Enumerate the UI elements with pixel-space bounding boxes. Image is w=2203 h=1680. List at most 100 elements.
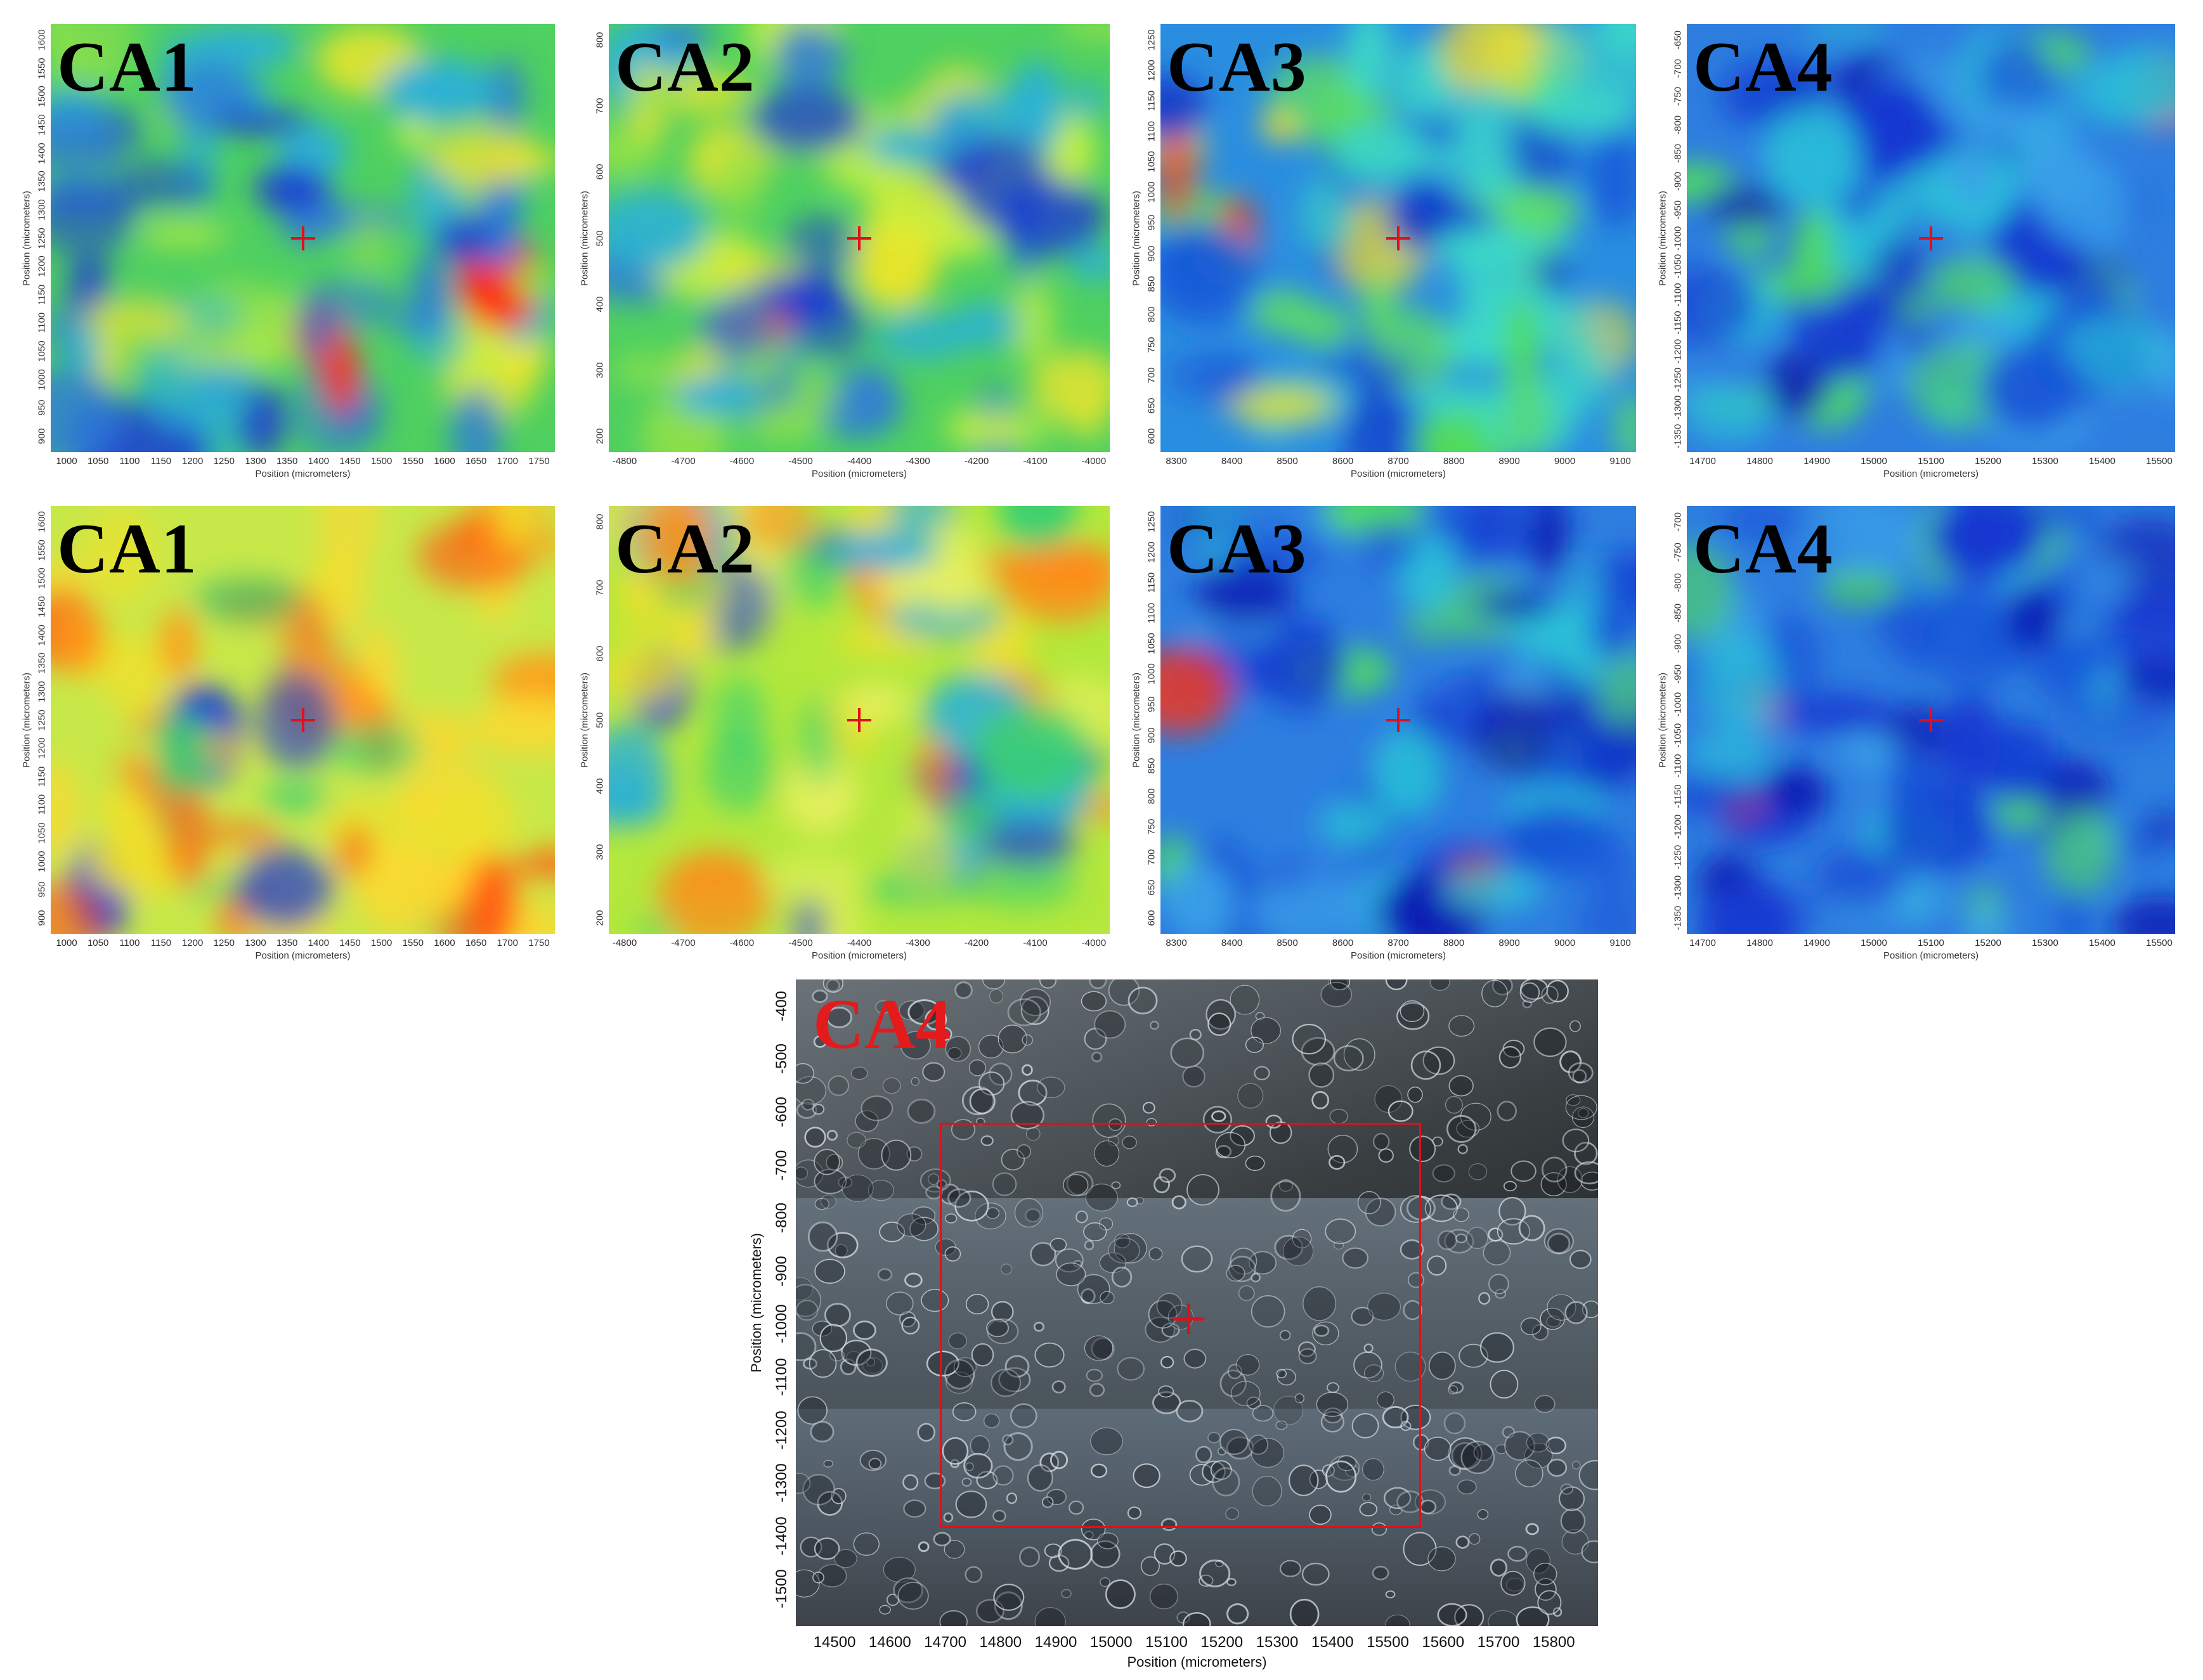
x-tick-label: 1000 — [56, 938, 77, 948]
x-axis-label: Position (micrometers) — [811, 468, 907, 479]
photo-y-tick-label: -500 — [773, 1044, 790, 1075]
bubble — [1394, 1352, 1426, 1382]
y-tick-label: 1400 — [36, 142, 48, 164]
x-tick-label: -4500 — [788, 938, 813, 948]
heat-blob — [1687, 775, 1760, 818]
y-tick-label: 950 — [1146, 696, 1157, 713]
x-tick-label: 14800 — [1746, 456, 1773, 467]
heat-blob — [1071, 82, 1104, 117]
bubble — [1108, 1237, 1140, 1264]
y-tick-label: 1100 — [36, 794, 48, 815]
bubble — [1444, 1229, 1474, 1254]
heat-blob — [611, 354, 678, 388]
bubble — [831, 1488, 847, 1504]
bubble — [1027, 1464, 1054, 1492]
heat-blob — [1819, 572, 1902, 606]
heat-blob — [1341, 382, 1416, 452]
y-tick-label: 1450 — [36, 596, 48, 617]
heat-blob — [1226, 384, 1334, 426]
heat-blob — [876, 312, 971, 361]
bubble — [1488, 1610, 1518, 1626]
bubble — [993, 1584, 1025, 1611]
bubble — [1505, 1577, 1524, 1592]
y-tick-label: 1350 — [36, 171, 48, 192]
bubble — [925, 1009, 947, 1031]
y-tick-label: 1150 — [36, 284, 48, 305]
bubble — [1419, 1499, 1437, 1515]
x-tick-label: 8900 — [1498, 456, 1520, 467]
heat-blob — [1362, 274, 1397, 347]
bubble — [954, 981, 973, 999]
x-tick-label: 15300 — [2032, 456, 2058, 467]
heat-blob — [799, 697, 837, 785]
y-tick-label: 1050 — [1146, 633, 1157, 654]
x-tick-label: 9000 — [1554, 456, 1576, 467]
heat-blob — [1834, 735, 1900, 764]
bubble — [928, 1173, 940, 1185]
y-tick-label: -1100 — [1672, 283, 1684, 307]
bubble — [1230, 1125, 1255, 1146]
bubble — [992, 1172, 1017, 1196]
bubble — [1140, 1556, 1160, 1576]
bubble — [1490, 1558, 1508, 1577]
panel-label: CA2 — [615, 510, 755, 588]
bubble — [1248, 1434, 1269, 1455]
x-tick-label: -4100 — [1023, 938, 1048, 948]
heat-blob — [1587, 128, 1636, 228]
heat-blob — [618, 605, 665, 643]
bubble — [1171, 1195, 1186, 1210]
y-tick-label: 1600 — [36, 29, 48, 51]
bubble — [1316, 1392, 1349, 1417]
bubble — [902, 1474, 919, 1490]
bubble — [1251, 1273, 1261, 1283]
bubble — [903, 1499, 926, 1518]
heat-blob — [192, 576, 304, 622]
bubble — [1020, 988, 1051, 1016]
bubble — [1545, 1315, 1561, 1328]
heat-blob — [68, 323, 101, 378]
bubble — [1207, 1431, 1221, 1444]
y-tick-label: -750 — [1672, 87, 1684, 107]
y-tick-label: 1100 — [36, 313, 48, 333]
y-tick-label: -1350 — [1672, 423, 1684, 449]
bubble — [1359, 1502, 1378, 1517]
bubble — [1427, 1255, 1447, 1276]
bubble — [1569, 1250, 1592, 1269]
heat-blob — [51, 759, 79, 860]
bubble — [1407, 1087, 1423, 1103]
bubble — [1020, 996, 1050, 1025]
heat-blob — [401, 759, 497, 793]
bubble — [801, 1098, 815, 1111]
bubble — [1018, 1546, 1040, 1568]
x-tick-label: 1400 — [308, 456, 330, 467]
bubble — [1114, 1233, 1131, 1248]
bubble — [813, 1035, 827, 1048]
heat-blob — [1803, 506, 1924, 585]
bubble — [1385, 1590, 1396, 1599]
heat-blob — [1160, 647, 1233, 735]
heat-blob — [1056, 24, 1110, 41]
x-tick-label: 8800 — [1443, 938, 1465, 948]
x-axis-label: Position (micrometers) — [1350, 468, 1446, 479]
bubble — [1167, 1305, 1194, 1330]
bubble — [1211, 1110, 1226, 1122]
y-axis-label: Position (micrometers) — [21, 190, 32, 286]
bubble — [1273, 1395, 1304, 1425]
bubble — [1034, 1607, 1066, 1626]
bubble — [796, 1300, 819, 1321]
bubble — [1457, 1479, 1477, 1495]
bubble — [1069, 1500, 1084, 1515]
bubble — [936, 1179, 947, 1190]
bubble — [921, 1289, 949, 1312]
bubble — [1565, 1095, 1597, 1120]
bubble — [1559, 1050, 1582, 1073]
y-tick-label: -850 — [1672, 604, 1684, 623]
bubble — [1089, 979, 1107, 990]
x-tick-label: 1500 — [370, 938, 393, 948]
x-tick-label: -4700 — [671, 456, 696, 467]
bubble — [998, 1024, 1027, 1054]
bubble — [1376, 1391, 1394, 1409]
bubble — [926, 1350, 959, 1377]
heat-blob — [81, 298, 190, 339]
heat-blob — [1576, 41, 1636, 97]
